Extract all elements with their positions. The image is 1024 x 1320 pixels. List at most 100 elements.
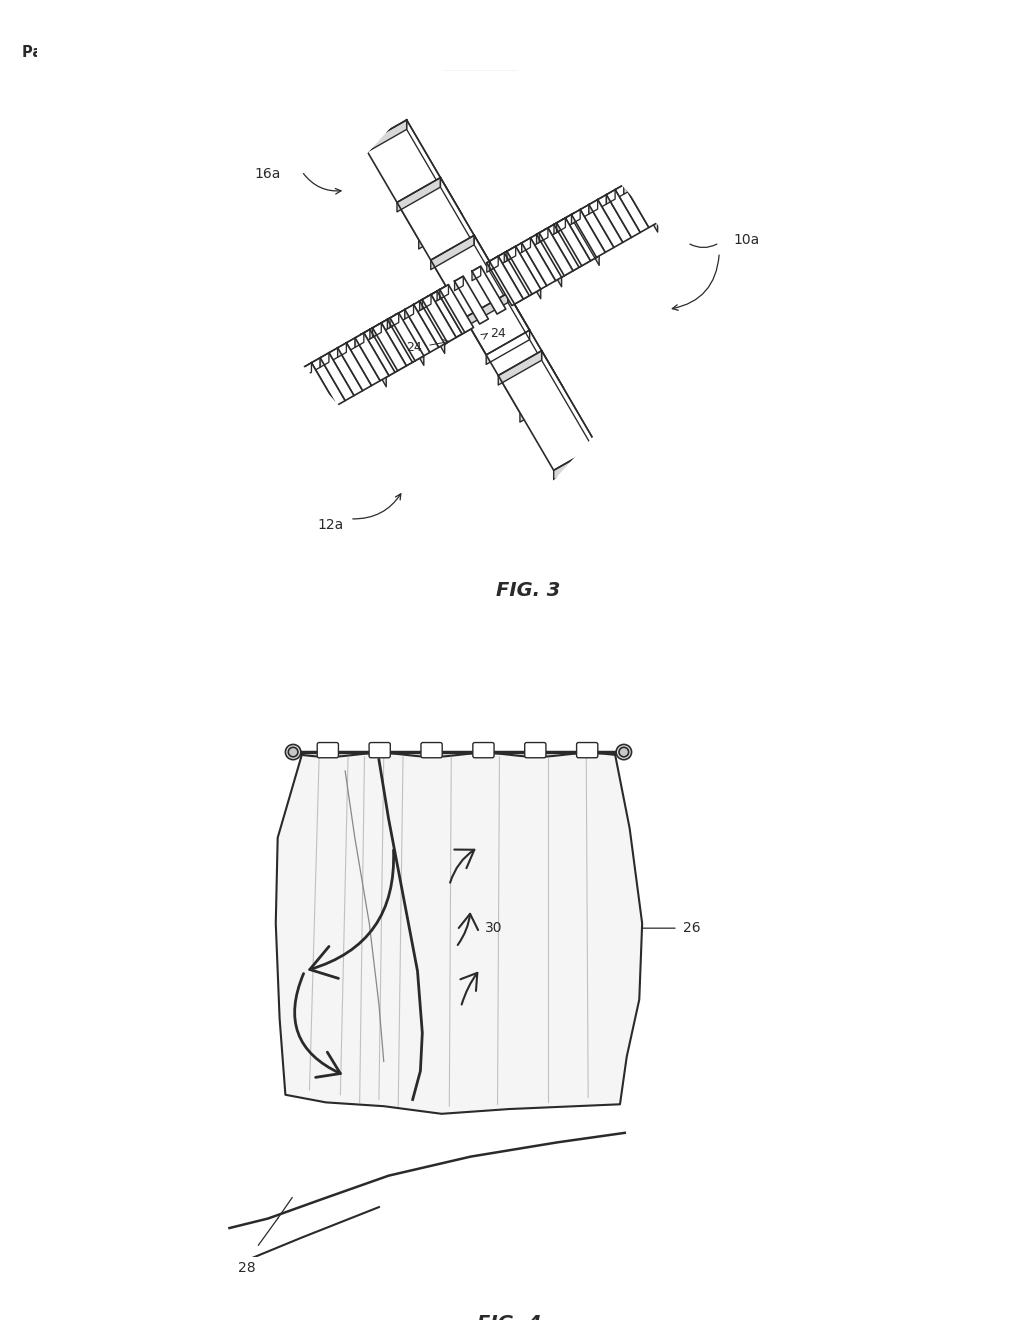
Polygon shape bbox=[615, 185, 624, 199]
Polygon shape bbox=[537, 235, 561, 286]
Polygon shape bbox=[486, 330, 529, 364]
Polygon shape bbox=[463, 271, 472, 285]
Polygon shape bbox=[486, 257, 520, 306]
Polygon shape bbox=[407, 120, 462, 224]
Polygon shape bbox=[557, 218, 591, 265]
Polygon shape bbox=[346, 338, 380, 385]
Polygon shape bbox=[355, 333, 389, 380]
Polygon shape bbox=[439, 285, 473, 333]
Polygon shape bbox=[480, 29, 721, 296]
Polygon shape bbox=[721, 69, 1024, 599]
Polygon shape bbox=[499, 251, 532, 300]
Polygon shape bbox=[419, 215, 462, 249]
Text: 16a: 16a bbox=[255, 168, 282, 181]
Polygon shape bbox=[321, 352, 329, 367]
Polygon shape bbox=[513, 243, 521, 257]
Polygon shape bbox=[364, 120, 462, 239]
Polygon shape bbox=[554, 446, 597, 480]
Polygon shape bbox=[504, 248, 538, 296]
Polygon shape bbox=[303, 363, 337, 411]
Polygon shape bbox=[190, 9, 244, 581]
Text: FIG. 4: FIG. 4 bbox=[477, 1313, 542, 1320]
Polygon shape bbox=[428, 292, 437, 306]
Polygon shape bbox=[437, 286, 471, 334]
Polygon shape bbox=[397, 178, 440, 213]
Polygon shape bbox=[321, 352, 354, 400]
Polygon shape bbox=[379, 319, 387, 334]
Polygon shape bbox=[37, 0, 1024, 69]
Polygon shape bbox=[455, 276, 463, 290]
Polygon shape bbox=[589, 199, 623, 247]
Polygon shape bbox=[571, 210, 605, 257]
Polygon shape bbox=[431, 235, 529, 355]
Polygon shape bbox=[507, 247, 541, 294]
FancyBboxPatch shape bbox=[524, 743, 546, 758]
FancyBboxPatch shape bbox=[369, 743, 390, 758]
Polygon shape bbox=[465, 293, 563, 413]
Polygon shape bbox=[530, 232, 564, 281]
Polygon shape bbox=[478, 263, 486, 277]
Polygon shape bbox=[545, 224, 554, 239]
Text: US 2015/0306810 A1: US 2015/0306810 A1 bbox=[722, 45, 894, 59]
Circle shape bbox=[289, 747, 298, 756]
Circle shape bbox=[616, 744, 632, 760]
Polygon shape bbox=[449, 280, 457, 294]
Polygon shape bbox=[540, 228, 548, 243]
Polygon shape bbox=[455, 276, 488, 323]
Polygon shape bbox=[398, 313, 424, 366]
Polygon shape bbox=[606, 190, 615, 205]
Polygon shape bbox=[303, 363, 311, 378]
FancyBboxPatch shape bbox=[317, 743, 338, 758]
Polygon shape bbox=[457, 280, 482, 333]
Polygon shape bbox=[472, 267, 480, 281]
Polygon shape bbox=[431, 235, 474, 269]
Polygon shape bbox=[478, 263, 512, 310]
Polygon shape bbox=[554, 219, 563, 234]
Polygon shape bbox=[370, 325, 403, 372]
Polygon shape bbox=[390, 313, 424, 360]
Polygon shape bbox=[563, 215, 571, 228]
Polygon shape bbox=[361, 330, 395, 378]
Polygon shape bbox=[431, 289, 465, 338]
Polygon shape bbox=[499, 251, 507, 265]
Polygon shape bbox=[480, 261, 514, 309]
Polygon shape bbox=[489, 256, 523, 304]
Polygon shape bbox=[329, 347, 338, 362]
Circle shape bbox=[286, 744, 301, 760]
Polygon shape bbox=[414, 300, 422, 314]
Polygon shape bbox=[508, 293, 563, 397]
Polygon shape bbox=[311, 358, 321, 372]
Polygon shape bbox=[364, 327, 373, 342]
Polygon shape bbox=[422, 294, 431, 309]
Polygon shape bbox=[489, 256, 499, 271]
Polygon shape bbox=[513, 243, 547, 290]
Text: 28: 28 bbox=[238, 1262, 256, 1275]
Text: 24: 24 bbox=[407, 341, 422, 354]
Polygon shape bbox=[537, 230, 570, 277]
Polygon shape bbox=[414, 300, 447, 347]
Polygon shape bbox=[338, 343, 372, 391]
Polygon shape bbox=[571, 210, 581, 224]
Polygon shape bbox=[370, 325, 379, 339]
Polygon shape bbox=[440, 178, 496, 282]
Text: 30: 30 bbox=[485, 921, 503, 935]
Polygon shape bbox=[507, 247, 516, 261]
Polygon shape bbox=[381, 318, 390, 333]
Text: 24: 24 bbox=[489, 326, 506, 339]
Polygon shape bbox=[717, 9, 769, 581]
Polygon shape bbox=[361, 330, 370, 345]
Polygon shape bbox=[516, 247, 541, 298]
Polygon shape bbox=[499, 351, 597, 470]
Polygon shape bbox=[530, 232, 540, 247]
Polygon shape bbox=[565, 213, 574, 227]
Polygon shape bbox=[397, 178, 496, 297]
Text: 12a: 12a bbox=[317, 519, 344, 532]
Polygon shape bbox=[521, 238, 556, 285]
FancyBboxPatch shape bbox=[421, 743, 442, 758]
Polygon shape bbox=[496, 253, 529, 301]
Polygon shape bbox=[379, 319, 413, 367]
Polygon shape bbox=[420, 296, 428, 310]
Polygon shape bbox=[615, 185, 649, 232]
Polygon shape bbox=[428, 292, 462, 339]
Text: FIG. 3: FIG. 3 bbox=[497, 581, 560, 599]
